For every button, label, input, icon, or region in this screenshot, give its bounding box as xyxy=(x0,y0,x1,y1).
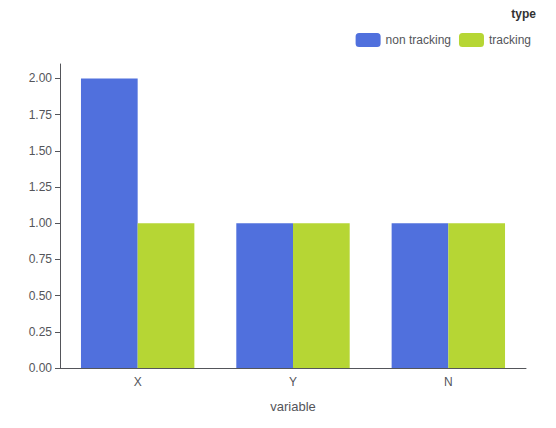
svg-text:variable: variable xyxy=(270,399,316,414)
svg-text:0.75: 0.75 xyxy=(29,252,53,266)
svg-text:1.75: 1.75 xyxy=(29,108,53,122)
svg-text:1.50: 1.50 xyxy=(29,144,53,158)
svg-text:0.25: 0.25 xyxy=(29,325,53,339)
svg-text:2.00: 2.00 xyxy=(29,71,53,85)
svg-text:tracking: tracking xyxy=(489,33,531,47)
svg-text:1.00: 1.00 xyxy=(29,216,53,230)
svg-text:Y: Y xyxy=(289,375,297,389)
svg-text:0.00: 0.00 xyxy=(29,361,53,375)
svg-text:type: type xyxy=(511,7,536,21)
svg-text:N: N xyxy=(444,375,453,389)
svg-text:0.50: 0.50 xyxy=(29,289,53,303)
svg-text:1.25: 1.25 xyxy=(29,180,53,194)
svg-text:non tracking: non tracking xyxy=(386,33,451,47)
svg-text:X: X xyxy=(134,375,142,389)
